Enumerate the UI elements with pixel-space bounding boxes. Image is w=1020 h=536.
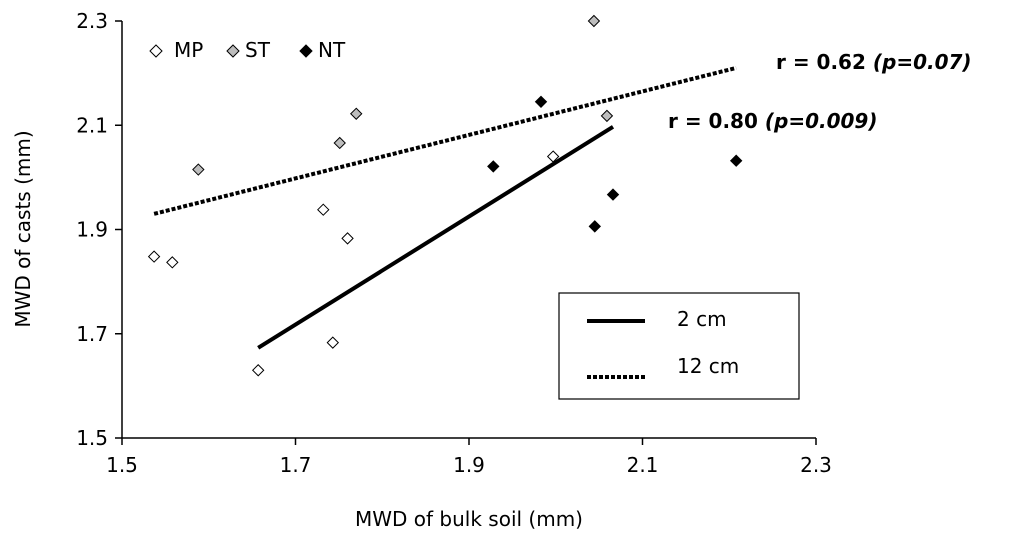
annotation-r-12cm: r = 0.62 (p=0.07) xyxy=(776,50,972,74)
series-legend: MP ST NT xyxy=(149,38,346,62)
point-st xyxy=(600,109,614,123)
x-axis-title: MWD of bulk soil (mm) xyxy=(355,507,583,531)
data-points xyxy=(147,14,743,377)
trendline-12cm xyxy=(153,65,737,216)
legend-marker-mp xyxy=(149,44,163,58)
tick-marks xyxy=(115,20,817,445)
point-mp xyxy=(317,203,330,216)
x-tick-label: 2.1 xyxy=(627,453,659,477)
point-nt xyxy=(588,220,601,233)
point-mp xyxy=(166,256,179,269)
legend-label-st: ST xyxy=(245,38,271,62)
y-tick-label: 2.1 xyxy=(76,113,108,137)
trendlines xyxy=(153,65,737,350)
x-tick-label: 1.5 xyxy=(106,453,138,477)
depth-legend-frame xyxy=(558,292,800,400)
y-tick-label: 1.5 xyxy=(76,426,108,450)
point-mp xyxy=(147,250,161,263)
point-st xyxy=(350,107,363,120)
point-mp xyxy=(546,150,560,163)
legend-marker-st xyxy=(226,44,240,58)
point-st xyxy=(192,163,205,176)
annotation-r-12cm-pvalue: (p=0.07) xyxy=(873,50,972,74)
y-axis-title: MWD of casts (mm) xyxy=(11,130,35,327)
depth-legend: 2 cm 12 cm xyxy=(558,292,800,400)
point-mp xyxy=(341,232,354,245)
point-mp xyxy=(251,364,265,377)
y-tick-label: 1.7 xyxy=(76,322,108,346)
legend-label-nt: NT xyxy=(318,38,346,62)
legend-label-12cm: 12 cm xyxy=(677,354,739,378)
x-tick-label: 2.3 xyxy=(800,453,832,477)
point-st xyxy=(333,136,346,150)
annotation-r-2cm-pvalue: (p=0.009) xyxy=(765,109,878,133)
tick-labels: 1.5 1.7 1.9 2.1 2.3 1.5 1.7 1.9 2.1 2.3 xyxy=(76,9,832,477)
y-tick-label: 1.9 xyxy=(76,218,108,242)
legend-label-2cm: 2 cm xyxy=(677,307,727,331)
y-tick-label: 2.3 xyxy=(76,9,108,33)
annotation-r-2cm-label: r = 0.80 xyxy=(668,109,765,133)
x-tick-label: 1.7 xyxy=(280,453,312,477)
point-mp xyxy=(326,336,340,349)
annotation-r-2cm: r = 0.80 (p=0.009) xyxy=(668,109,877,133)
x-tick-label: 1.9 xyxy=(453,453,485,477)
legend-label-mp: MP xyxy=(174,38,203,62)
point-nt xyxy=(729,154,743,167)
point-nt xyxy=(606,188,620,201)
point-nt xyxy=(534,95,548,109)
point-st xyxy=(587,14,601,28)
annotation-r-12cm-label: r = 0.62 xyxy=(776,50,873,74)
legend-marker-nt xyxy=(299,44,313,58)
trendline-2cm xyxy=(257,125,615,350)
point-nt xyxy=(487,160,500,173)
